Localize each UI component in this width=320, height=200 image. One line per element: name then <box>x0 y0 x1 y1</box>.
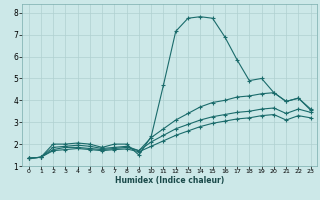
X-axis label: Humidex (Indice chaleur): Humidex (Indice chaleur) <box>115 176 224 185</box>
